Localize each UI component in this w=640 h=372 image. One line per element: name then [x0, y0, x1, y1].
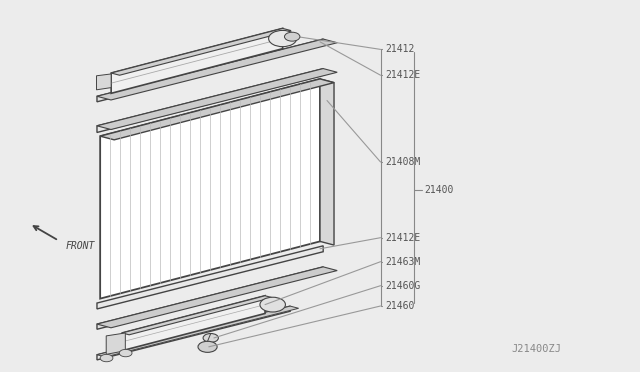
- Text: 21412E: 21412E: [385, 70, 420, 80]
- Circle shape: [100, 355, 113, 362]
- Circle shape: [269, 31, 297, 46]
- Polygon shape: [320, 79, 334, 245]
- Circle shape: [203, 334, 218, 342]
- Polygon shape: [97, 306, 299, 357]
- Text: 21463M: 21463M: [385, 257, 420, 267]
- Circle shape: [284, 32, 300, 41]
- Polygon shape: [97, 39, 337, 100]
- Polygon shape: [97, 39, 323, 102]
- Circle shape: [119, 349, 132, 357]
- Polygon shape: [97, 68, 323, 132]
- Text: 21412: 21412: [385, 44, 414, 54]
- Polygon shape: [111, 28, 283, 93]
- Circle shape: [260, 297, 285, 312]
- Polygon shape: [106, 333, 125, 355]
- Polygon shape: [97, 267, 337, 328]
- Polygon shape: [122, 296, 272, 335]
- Polygon shape: [97, 267, 323, 329]
- Text: FRONT: FRONT: [65, 241, 95, 251]
- Polygon shape: [111, 28, 291, 75]
- Text: 21460: 21460: [385, 301, 414, 311]
- Polygon shape: [97, 68, 337, 129]
- Text: 21460G: 21460G: [385, 281, 420, 291]
- Text: 21400: 21400: [424, 185, 454, 195]
- Text: J21400ZJ: J21400ZJ: [511, 344, 561, 354]
- Polygon shape: [97, 74, 111, 90]
- Polygon shape: [97, 246, 323, 309]
- Text: 21408M: 21408M: [385, 157, 420, 167]
- Circle shape: [198, 341, 217, 352]
- Polygon shape: [100, 79, 334, 140]
- Polygon shape: [97, 306, 290, 360]
- Text: 21412E: 21412E: [385, 233, 420, 243]
- Polygon shape: [100, 79, 320, 299]
- Polygon shape: [122, 296, 265, 351]
